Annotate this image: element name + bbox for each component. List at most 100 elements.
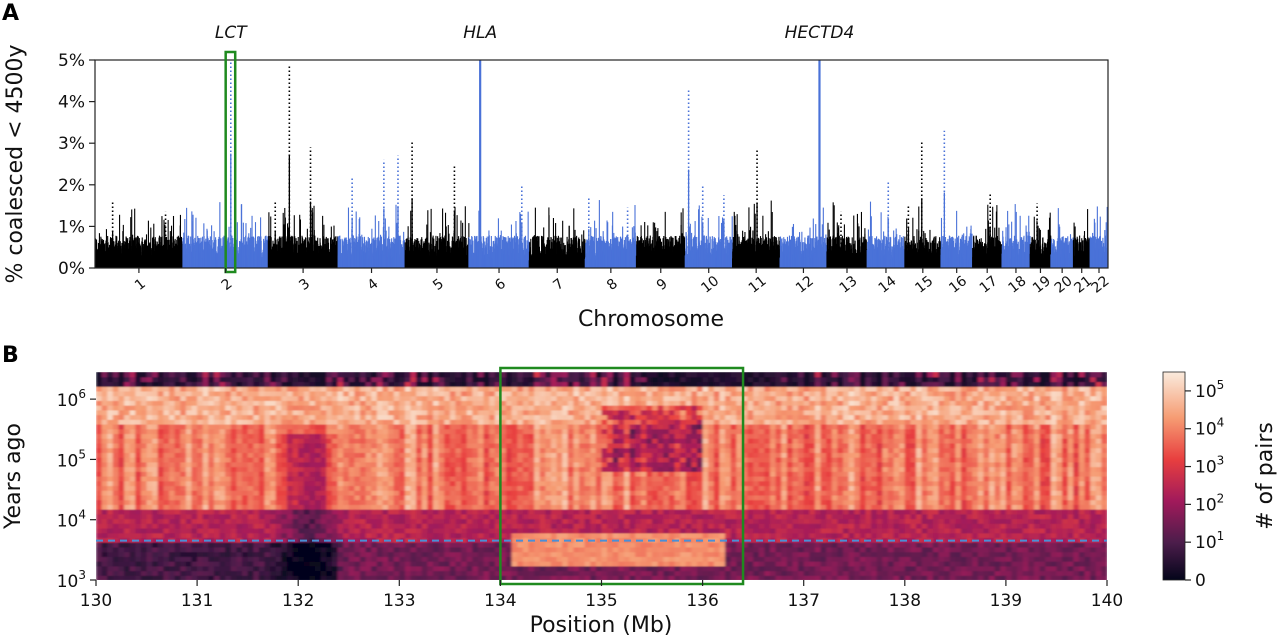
chromosome-label: 8 bbox=[604, 276, 621, 294]
heatmap-cell bbox=[101, 386, 108, 392]
heatmap-area bbox=[96, 372, 1107, 580]
a-ytick-label: 0% bbox=[58, 259, 85, 279]
heatmap-cell bbox=[112, 561, 120, 567]
heatmap-cell bbox=[118, 419, 125, 425]
chromosome-8-series bbox=[584, 197, 637, 268]
heatmap-cell bbox=[124, 419, 131, 425]
heatmap-cell bbox=[107, 490, 114, 496]
chromosome-10-series bbox=[684, 89, 733, 268]
heatmap-cell bbox=[96, 386, 103, 392]
heatmap-cell bbox=[124, 476, 131, 482]
heatmap-cell bbox=[118, 414, 125, 420]
heatmap-cell bbox=[124, 428, 131, 435]
heatmap-cell bbox=[101, 499, 108, 505]
heatmap-cell bbox=[107, 466, 114, 472]
heatmap-cell bbox=[96, 461, 103, 468]
chromosome-label: 9 bbox=[654, 276, 671, 294]
chromosome-label: 19 bbox=[1030, 273, 1054, 297]
heatmap-cell bbox=[118, 528, 125, 534]
heatmap-cell bbox=[96, 518, 103, 524]
heatmap-cell bbox=[124, 556, 131, 562]
heatmap-cell bbox=[101, 537, 108, 543]
heatmap-cell bbox=[96, 424, 103, 430]
heatmap-cell bbox=[107, 447, 114, 453]
heatmap-cell bbox=[101, 461, 108, 468]
heatmap-cell bbox=[118, 433, 125, 439]
heatmap-cell bbox=[107, 528, 114, 534]
heatmap-cell bbox=[124, 438, 131, 444]
chromosome-12-series bbox=[779, 60, 828, 268]
panel-a-xlabel: Chromosome bbox=[578, 307, 724, 332]
heatmap-cell bbox=[101, 513, 108, 520]
heatmap-cell bbox=[96, 433, 103, 439]
heatmap-cell bbox=[96, 565, 103, 572]
heatmap-cell bbox=[118, 457, 125, 463]
heatmap-cell bbox=[112, 480, 120, 487]
heatmap-cell bbox=[107, 546, 114, 553]
heatmap-cell bbox=[118, 542, 125, 548]
heatmap-cell bbox=[107, 551, 114, 557]
heatmap-cell bbox=[96, 513, 103, 520]
chromosome-14-series bbox=[866, 180, 906, 268]
heatmap-cell bbox=[124, 409, 131, 416]
heatmap-cell bbox=[118, 575, 125, 580]
heatmap-cell bbox=[124, 509, 131, 515]
heatmap-cell bbox=[101, 438, 108, 444]
heatmap-cell bbox=[112, 461, 120, 468]
chromosome-22-series bbox=[1089, 206, 1108, 268]
heatmap-cell bbox=[112, 556, 120, 562]
chromosome-label: 15 bbox=[912, 273, 936, 297]
heatmap-cell bbox=[112, 513, 120, 520]
heatmap-cell bbox=[96, 523, 103, 529]
heatmap-cell bbox=[118, 466, 125, 472]
heatmap-cell bbox=[118, 518, 125, 524]
heatmap-cell bbox=[96, 485, 103, 491]
heatmap-cell bbox=[101, 372, 108, 378]
heatmap-cell bbox=[107, 523, 114, 529]
heatmap-cell bbox=[118, 395, 125, 401]
heatmap-cell bbox=[118, 523, 125, 529]
heatmap-cell bbox=[101, 409, 108, 416]
heatmap-cell bbox=[124, 532, 131, 539]
gene-label-lct: LCT bbox=[215, 23, 248, 43]
a-ytick-label: 3% bbox=[58, 134, 85, 154]
heatmap-cell bbox=[118, 447, 125, 453]
heatmap-cell bbox=[96, 438, 103, 444]
heatmap-cell bbox=[112, 565, 120, 572]
heatmap-cell bbox=[101, 570, 108, 576]
chromosome-label: 1 bbox=[132, 276, 149, 294]
heatmap-cell bbox=[101, 452, 108, 458]
heatmap-cell bbox=[101, 395, 108, 401]
heatmap-cell bbox=[107, 381, 114, 387]
heatmap-cell bbox=[112, 372, 120, 378]
heatmap-cell bbox=[107, 485, 114, 491]
heatmap-cell bbox=[107, 504, 114, 510]
heatmap-cell bbox=[107, 575, 114, 580]
heatmap-cell bbox=[101, 490, 108, 496]
heatmap-cell bbox=[118, 471, 125, 477]
heatmap-cell bbox=[124, 442, 131, 449]
heatmap-cell bbox=[96, 546, 103, 553]
chromosome-4-series bbox=[337, 155, 406, 268]
heatmap-cell bbox=[96, 551, 103, 557]
heatmap-cell bbox=[112, 419, 120, 425]
heatmap-cell bbox=[107, 499, 114, 505]
heatmap-cell bbox=[101, 509, 108, 515]
panel-label-a: A bbox=[2, 1, 19, 26]
chromosome-label: 13 bbox=[837, 273, 861, 297]
gene-label-hla: HLA bbox=[463, 23, 497, 43]
heatmap-cell bbox=[101, 523, 108, 529]
heatmap-cell bbox=[118, 428, 125, 435]
heatmap-cell bbox=[101, 504, 108, 510]
heatmap-cell bbox=[118, 376, 125, 383]
chromosome-label: 14 bbox=[876, 273, 900, 297]
heatmap-cell bbox=[112, 504, 120, 510]
heatmap-cell bbox=[96, 480, 103, 487]
heatmap-cell bbox=[101, 381, 108, 387]
heatmap-cell bbox=[101, 476, 108, 482]
heatmap-cell bbox=[96, 447, 103, 453]
heatmap-cell bbox=[118, 390, 125, 397]
heatmap-cell bbox=[124, 424, 131, 430]
chromosome-label: 6 bbox=[492, 276, 509, 294]
